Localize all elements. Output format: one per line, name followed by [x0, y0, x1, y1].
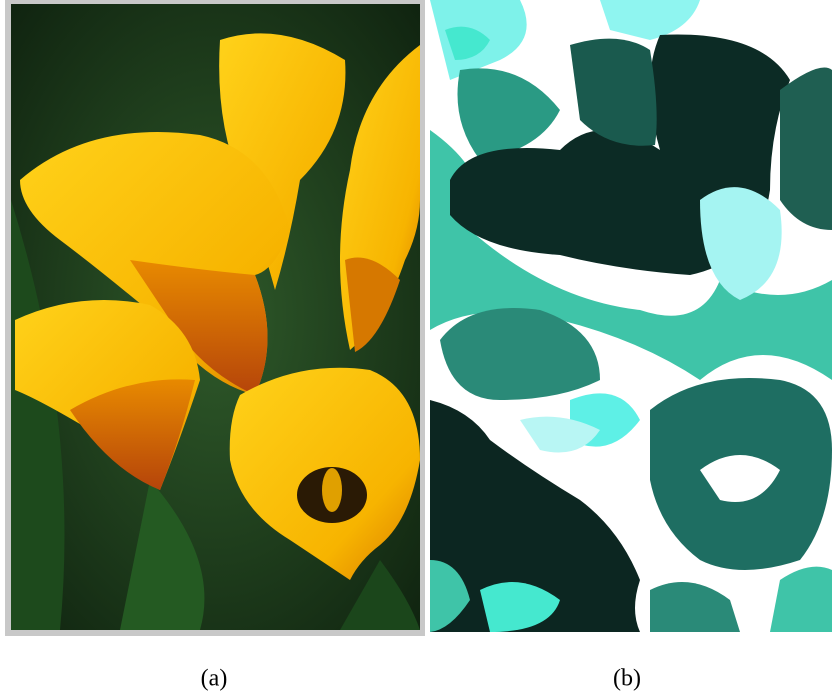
figure: (a) (b) — [0, 0, 832, 694]
panel-a-image — [5, 0, 425, 636]
panel-label: (a) — [201, 666, 228, 692]
page: (a) (b) (() => { const data = JSON.parse… — [0, 0, 832, 694]
panel-label: (b) — [613, 666, 641, 692]
panel-b-image — [430, 0, 832, 632]
